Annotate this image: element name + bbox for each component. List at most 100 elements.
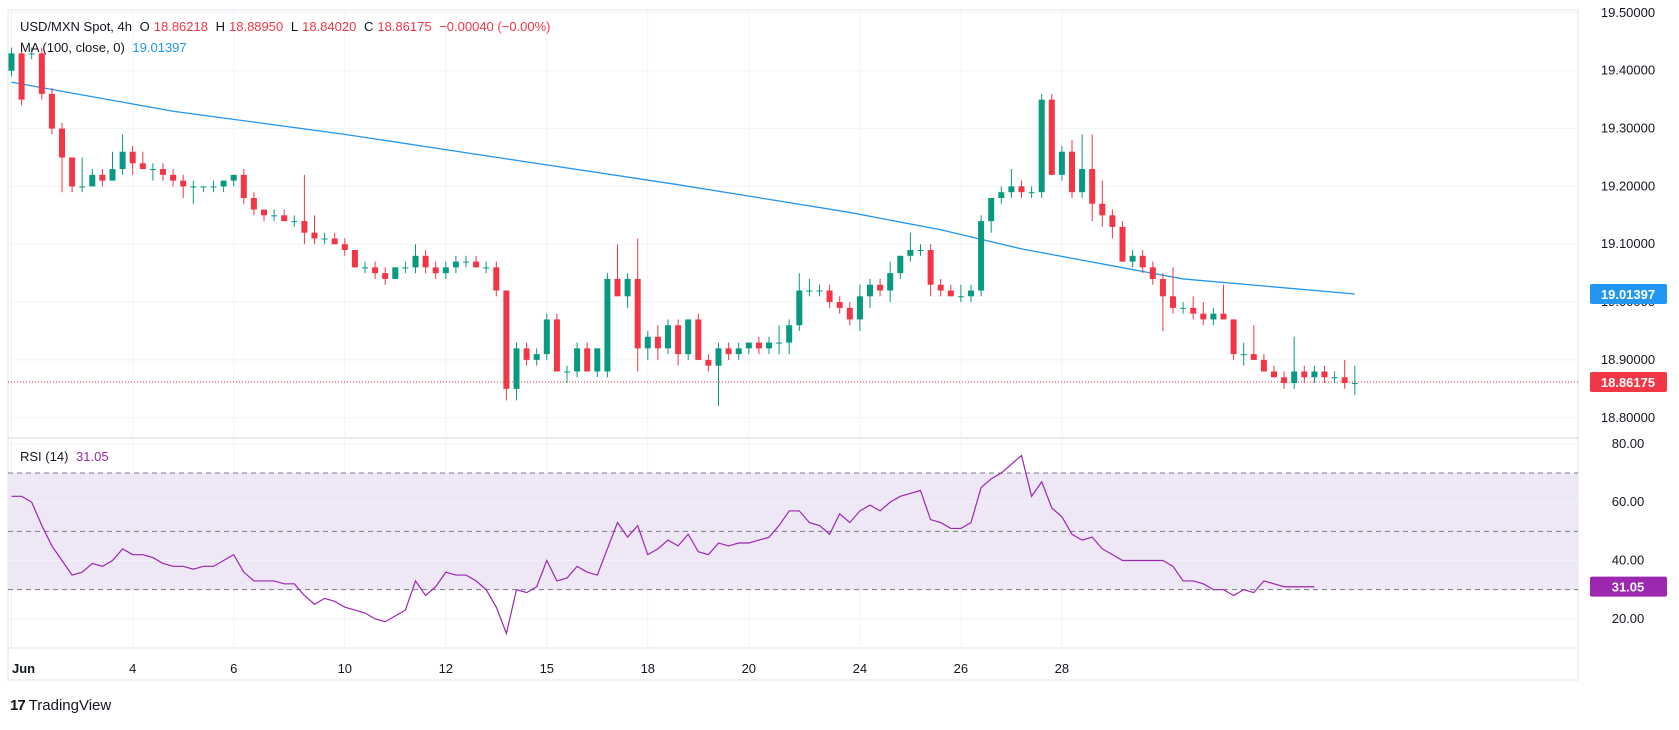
open-label: O [139, 19, 150, 34]
candle-body [362, 267, 368, 269]
candle-body [1129, 255, 1136, 262]
candle-body [1119, 226, 1126, 262]
ma-value-tag-bg [1590, 284, 1667, 305]
candle-body [1079, 169, 1086, 193]
candle-body [584, 348, 591, 372]
candle-body [816, 290, 823, 292]
candle-body [200, 186, 207, 188]
candle-body [957, 296, 964, 298]
tradingview-logo[interactable]: 17 TradingView [10, 697, 111, 714]
candle-body [372, 267, 379, 274]
candle-body [745, 342, 752, 349]
close-label: C [363, 19, 374, 34]
candle-body [1301, 371, 1308, 378]
candle-body [877, 284, 884, 291]
symbol-title[interactable]: USD/MXN Spot, 4h [20, 19, 132, 34]
candle-body [998, 192, 1005, 198]
time-tick-label: 12 [439, 661, 453, 676]
candle-body [513, 348, 520, 389]
candle-body [271, 215, 278, 217]
candle-body [1341, 377, 1348, 384]
candle-body [180, 180, 187, 187]
time-tick-label: 26 [954, 661, 968, 676]
time-tick-label: 10 [338, 661, 352, 676]
candle-body [1351, 383, 1358, 385]
candle-body [1109, 215, 1116, 227]
candle-body [1260, 359, 1267, 372]
candle-body [725, 348, 732, 355]
candle-body [978, 221, 985, 291]
ma-legend-label: MA (100, close, 0) [20, 40, 125, 55]
time-tick-label: 24 [853, 661, 867, 676]
candle-body [48, 93, 55, 129]
candle-body [543, 319, 550, 355]
candle-body [8, 53, 15, 71]
rsi-value-tag-bg [1590, 576, 1667, 597]
candle-body [907, 250, 914, 256]
candle-body [89, 174, 96, 187]
candle-body [99, 174, 106, 181]
candle-body [281, 215, 288, 222]
candle-body [806, 290, 813, 292]
candle-body [695, 319, 702, 360]
candle-body [483, 267, 490, 269]
candle-body [331, 238, 338, 245]
rsi-tick-label: 40.00 [1612, 553, 1645, 568]
candle-body [1058, 151, 1065, 175]
candle-body [1180, 307, 1187, 309]
time-tick-label: 4 [129, 661, 136, 676]
candle-body [665, 325, 671, 349]
rsi-legend[interactable]: RSI (14) 31.05 [20, 449, 113, 464]
candle-body [392, 267, 399, 279]
candle-body [624, 278, 631, 297]
candle-body [442, 267, 449, 274]
price-tick-label: 19.50000 [1601, 5, 1655, 20]
tradingview-logo-text: TradingView [28, 697, 112, 714]
candle-body [1089, 169, 1096, 204]
candle-body [937, 284, 944, 291]
candle-body [240, 174, 247, 198]
candle-body [1200, 313, 1207, 320]
candle-body [79, 186, 86, 188]
candle-body [1028, 192, 1035, 194]
price-tick-label: 19.10000 [1601, 236, 1655, 251]
candle-body [533, 354, 540, 360]
candle-body [18, 53, 25, 100]
candle-body [796, 290, 803, 326]
candle-body [644, 336, 651, 349]
candle-body [1210, 313, 1217, 320]
candle-body [493, 267, 500, 291]
candle-body [59, 128, 65, 158]
candle-body [897, 255, 904, 274]
price-tick-label: 18.80000 [1601, 410, 1655, 425]
candle-body [311, 232, 318, 239]
time-tick-label: 15 [540, 661, 554, 676]
candle-body [715, 348, 722, 366]
candle-body [422, 255, 429, 268]
candle-body [856, 296, 863, 320]
candle-body [220, 180, 227, 187]
candle-body [129, 151, 136, 164]
candle-body [119, 151, 126, 170]
candle-body [705, 359, 712, 366]
candle-body [301, 221, 308, 233]
candle-body [69, 157, 76, 187]
candle-body [291, 221, 298, 223]
time-tick-label: 28 [1055, 661, 1069, 676]
candle-body [261, 209, 267, 216]
candle-body [604, 278, 611, 372]
price-value-tag-bg [1590, 372, 1667, 393]
candle-body [1008, 186, 1015, 193]
candle-body [1069, 151, 1075, 193]
candle-body [968, 290, 974, 297]
candle-body [1240, 354, 1247, 356]
price-tick-label: 19.20000 [1601, 178, 1655, 193]
ma-legend[interactable]: MA (100, close, 0) 19.01397 [20, 40, 191, 55]
price-tick-label: 19.40000 [1601, 63, 1655, 78]
candle-body [210, 186, 217, 188]
ma-value-tag: 19.01397 [1601, 287, 1655, 302]
ma-100-line [11, 81, 1355, 295]
candle-body [38, 53, 45, 94]
